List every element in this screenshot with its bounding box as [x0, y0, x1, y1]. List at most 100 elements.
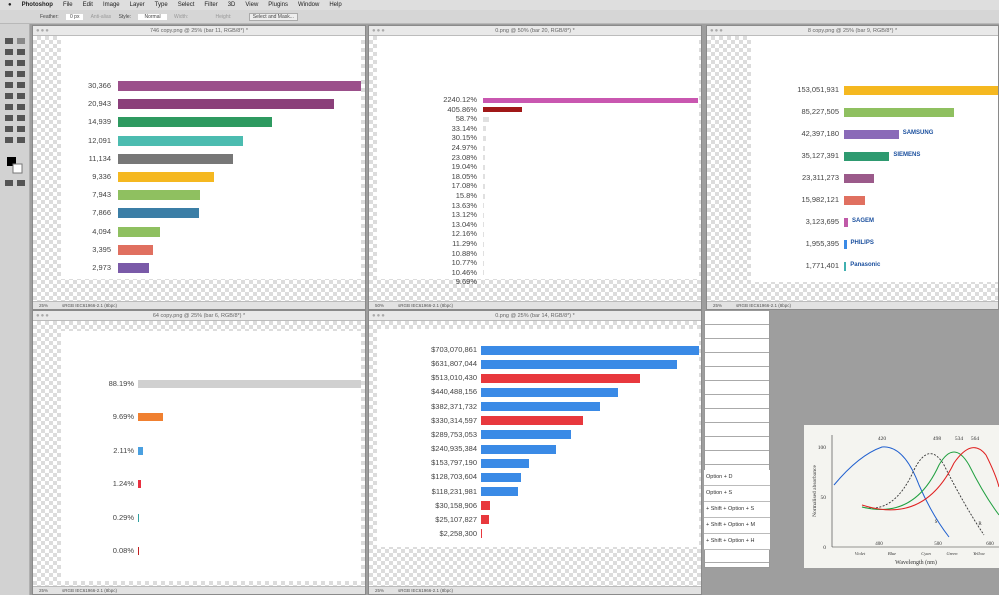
bar-label: 24.97%: [451, 143, 477, 152]
bar-label: 11,134: [88, 153, 111, 163]
status-bar: 50% sRGB IEC61966-2.1 (8bpc): [369, 301, 701, 309]
y-tick-label: 100: [818, 445, 827, 451]
peak-label: 498: [933, 436, 942, 442]
bar: [483, 107, 522, 113]
logo: SIEMENS: [893, 152, 921, 158]
band-label: Yellow: [973, 551, 985, 556]
bar-label: $631,807,044: [431, 359, 477, 369]
peak-label: 534: [955, 436, 964, 442]
bar: [481, 402, 600, 412]
window-canvas-area: 88.19% 9.69% 2.11% 1.24% 0.29% 0.08%: [33, 321, 365, 588]
bar: [483, 145, 486, 151]
curve-l: [861, 447, 999, 511]
bar-label: 10.77%: [451, 258, 477, 268]
menu-item[interactable]: Window: [297, 2, 320, 8]
bar: [481, 430, 571, 440]
bar-label: 42,397,180: [801, 129, 839, 138]
window-canvas-area: 30,366 20,943 14,939 12,091 11,134 9,336 7,943…: [33, 36, 365, 303]
canvas: [377, 36, 699, 279]
feather-input[interactable]: 0 px: [66, 14, 84, 20]
band-label: Blue: [888, 551, 896, 556]
shortcut-item[interactable]: Option + S: [704, 486, 770, 502]
status-bar: 25% sRGB IEC61966-2.1 (8bpc): [33, 586, 365, 594]
menu-item[interactable]: Type: [154, 2, 168, 8]
bar-label: $289,753,053: [431, 429, 477, 439]
bar: [481, 515, 489, 525]
bar: [483, 193, 485, 199]
bar-label: 19.04%: [451, 162, 477, 172]
bar-label: $513,010,430: [431, 373, 477, 383]
bar: [483, 241, 485, 247]
status-bar: 25% sRGB IEC61966-2.1 (8bpc): [33, 301, 365, 309]
bar: [483, 212, 485, 218]
bar-label: 3,395: [92, 244, 111, 254]
shortcut-item[interactable]: Option + D: [704, 470, 770, 486]
options-bar: Feather: 0 px Anti-alias Style: Normal W…: [0, 10, 999, 24]
bar: [844, 261, 847, 271]
menu-item[interactable]: Select: [177, 2, 195, 8]
bar-label: 0.29%: [112, 512, 134, 522]
bar-label: 10.88%: [451, 248, 477, 258]
select-mask-button[interactable]: Select and Mask...: [248, 13, 298, 21]
logo: Panasonic: [850, 262, 881, 268]
shortcut-menu: Option + D Option + S + Shift + Option + S…: [704, 470, 770, 550]
menu-item[interactable]: 3D: [227, 2, 236, 8]
zoom-level: 25%: [39, 588, 49, 593]
menu-item[interactable]: Filter: [204, 2, 218, 8]
menu-item[interactable]: Help: [329, 2, 342, 8]
menu-item[interactable]: Layer: [129, 2, 145, 8]
bar: [483, 155, 486, 161]
window-title: 64 copy.png @ 25% (bar 6, RGB/8*) *: [33, 311, 365, 321]
bar: [483, 279, 484, 285]
bar-label: 85,227,505: [801, 107, 839, 116]
shortcut-item[interactable]: + Shift + Option + M: [704, 518, 770, 534]
bar: [483, 260, 485, 266]
peak-label: 564: [971, 436, 980, 442]
bar: [481, 416, 584, 426]
bar-label: $25,107,827: [435, 514, 477, 524]
bar-label: 12.16%: [451, 229, 477, 239]
apple-icon: ●: [8, 2, 12, 8]
menu-item[interactable]: Plugins: [268, 2, 288, 8]
bar-label: $330,314,597: [431, 415, 477, 425]
bar: [138, 413, 163, 422]
curve-m: [861, 451, 999, 516]
zoom-level: 50%: [375, 303, 385, 308]
bar: [481, 444, 556, 454]
bar: [844, 107, 954, 117]
bar-label: $153,797,190: [431, 458, 477, 468]
menu-item[interactable]: File: [62, 2, 73, 8]
y-tick-label: 50: [821, 495, 827, 501]
zoom-level: 25%: [375, 588, 385, 593]
window-title: 0.png @ 25% (bar 14, RGB/8*) *: [369, 311, 701, 321]
feather-label: Feather:: [40, 14, 59, 20]
bar-label: 30,366: [88, 81, 111, 90]
bar: [481, 373, 641, 383]
bar: [138, 446, 144, 455]
bar-label: $240,935,384: [431, 444, 477, 454]
shortcut-item[interactable]: + Shift + Option + H: [704, 534, 770, 550]
style-select[interactable]: Normal: [138, 14, 167, 20]
bar-label: 18.05%: [451, 171, 477, 181]
color-profile: sRGB IEC61966-2.1 (8bpc): [62, 303, 118, 308]
menu-item[interactable]: Image: [102, 2, 120, 8]
bar: [844, 129, 899, 139]
bar-label: 13.63%: [451, 200, 477, 210]
bar-label: 11.29%: [452, 239, 477, 248]
bar: [844, 151, 890, 161]
bar: [483, 222, 485, 228]
antialias[interactable]: Anti-alias: [90, 14, 112, 20]
x-tick-label: 600: [986, 542, 994, 547]
menu-item[interactable]: Photoshop: [21, 2, 53, 8]
bar-label: 33.14%: [451, 123, 477, 133]
peak-label: 420: [878, 436, 887, 442]
window-controls: ●●●: [372, 313, 386, 319]
menu-item[interactable]: View: [245, 2, 259, 8]
bar: [481, 359, 677, 369]
bar-label: 2.11%: [113, 445, 134, 455]
canvas: [61, 331, 361, 581]
shortcut-item[interactable]: + Shift + Option + S: [704, 502, 770, 518]
menu-item[interactable]: Edit: [82, 2, 93, 8]
bar-label: $30,158,906: [435, 500, 477, 510]
